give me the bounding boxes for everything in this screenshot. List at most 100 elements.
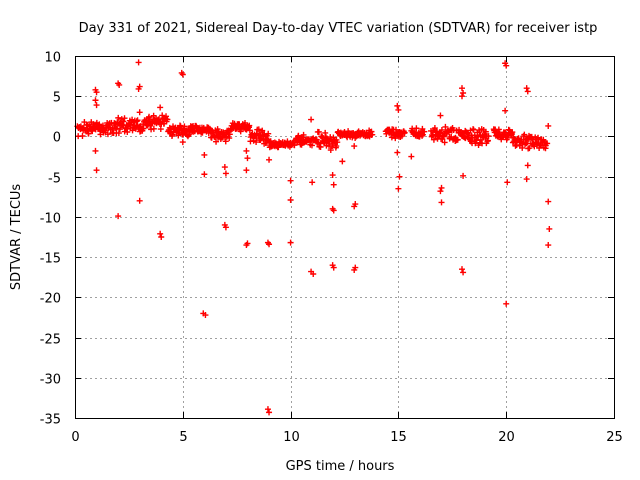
data-point: [136, 197, 143, 204]
y-tick-label: -30: [40, 373, 61, 388]
data-point: [243, 147, 250, 154]
x-axis-label: GPS time / hours: [286, 459, 395, 474]
data-point: [104, 131, 111, 138]
y-tick-label: 10: [44, 51, 61, 66]
data-point: [392, 135, 399, 142]
data-point: [134, 117, 141, 124]
x-tick-label: 20: [498, 430, 515, 445]
data-point: [291, 142, 298, 149]
y-tick-label: -10: [40, 212, 61, 227]
data-point: [179, 139, 186, 146]
data-point: [121, 115, 128, 122]
data-point: [495, 126, 502, 133]
data-point: [85, 130, 92, 137]
data-point: [222, 170, 229, 177]
y-tick-label: 5: [53, 91, 61, 106]
data-point: [521, 131, 528, 138]
data-point: [246, 127, 253, 134]
data-point: [408, 153, 415, 160]
data-point: [310, 271, 317, 278]
data-point: [546, 225, 553, 232]
data-point: [265, 130, 272, 137]
data-point: [351, 143, 358, 150]
data-point: [96, 121, 103, 128]
data-point: [437, 188, 444, 195]
data-point: [287, 239, 294, 246]
data-point: [329, 172, 336, 179]
data-point: [413, 125, 420, 132]
data-point: [526, 145, 533, 152]
y-tick-label: 0: [53, 131, 61, 146]
data-point: [202, 312, 209, 319]
data-point: [136, 109, 143, 116]
data-point: [150, 125, 157, 132]
data-point: [255, 126, 262, 133]
data-point: [333, 143, 340, 150]
data-point: [115, 114, 122, 121]
data-point: [464, 130, 471, 137]
x-tick-label: 10: [283, 430, 300, 445]
data-point: [287, 196, 294, 203]
data-point: [459, 266, 466, 273]
y-tick-label: -20: [40, 292, 61, 307]
axes: 0 5 10 15 20 25 10 5 0 -5 -10 -15 -20 -25 -30 -35: [40, 51, 623, 446]
data-point: [351, 266, 358, 273]
data-point: [369, 131, 376, 138]
y-axis-label: SDTVAR / TECUs: [9, 184, 24, 291]
data-point: [201, 151, 208, 158]
data-point: [351, 203, 358, 210]
x-tick-label: 15: [390, 430, 407, 445]
data-point: [524, 88, 531, 95]
data-point: [523, 85, 530, 92]
data-point: [327, 147, 334, 154]
data-point: [140, 125, 147, 132]
data-point: [93, 167, 100, 174]
data-point: [437, 112, 444, 119]
data-point: [401, 129, 408, 136]
data-point: [308, 116, 315, 123]
data-point: [482, 128, 489, 135]
data-point: [266, 241, 273, 248]
data-point: [460, 269, 467, 276]
data-point: [545, 198, 552, 205]
data-point: [430, 136, 437, 143]
data-point: [470, 126, 477, 133]
data-point: [124, 129, 131, 136]
data-point: [213, 138, 220, 145]
data-point: [309, 179, 316, 186]
data-point: [116, 126, 123, 133]
data-point: [287, 177, 294, 184]
data-point: [135, 59, 142, 66]
data-point: [135, 85, 142, 92]
plot-frame: [75, 56, 615, 419]
data-point: [93, 89, 100, 96]
data-point: [295, 132, 302, 139]
data-point: [116, 81, 123, 88]
data-point: [395, 106, 402, 113]
data-point: [157, 104, 164, 111]
x-tick-label: 25: [606, 430, 623, 445]
data-point: [454, 136, 461, 143]
data-point: [438, 126, 445, 133]
data-point: [300, 131, 307, 138]
data-point: [438, 184, 445, 191]
data-point: [244, 155, 251, 162]
data-point: [115, 130, 122, 137]
data-point: [222, 224, 229, 231]
data-point: [433, 128, 440, 135]
data-point: [545, 242, 552, 249]
data-point: [523, 176, 530, 183]
data-point: [394, 149, 401, 156]
data-point: [459, 93, 466, 100]
data-point: [133, 118, 140, 125]
data-point: [394, 102, 401, 109]
data-point: [440, 133, 447, 140]
data-point: [266, 156, 273, 163]
data-point: [334, 139, 341, 146]
data-point: [157, 230, 164, 237]
data-point: [524, 162, 531, 169]
data-point: [419, 132, 426, 139]
data-point: [158, 234, 165, 240]
